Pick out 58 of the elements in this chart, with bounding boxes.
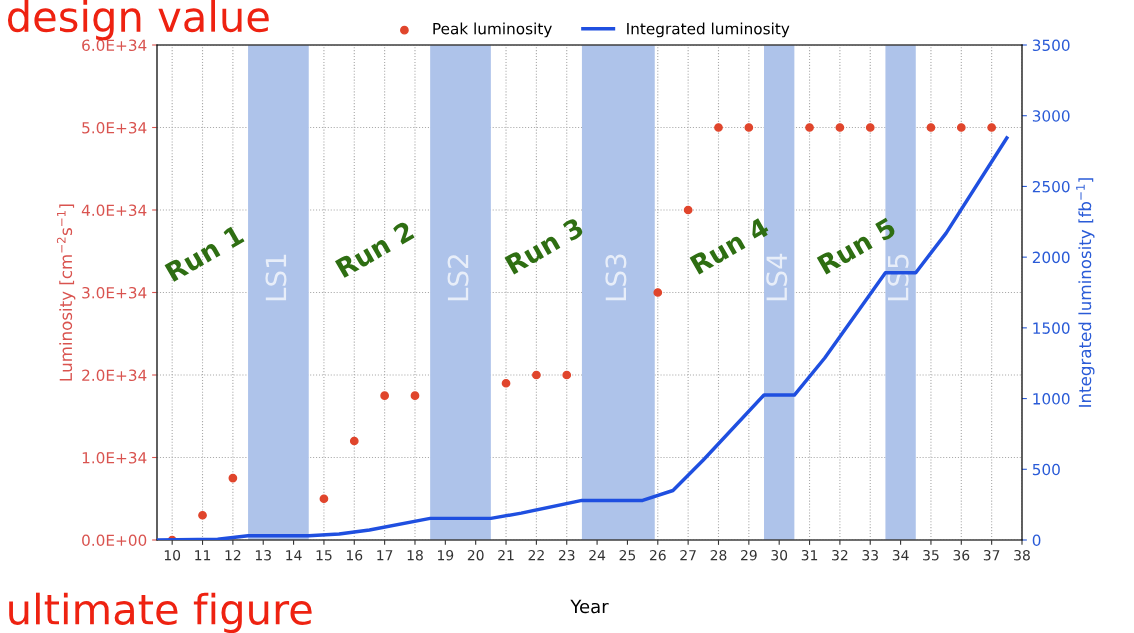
y2-tick-label: 0	[1032, 534, 1041, 547]
legend-label: Peak luminosity	[433, 22, 552, 38]
x-tick-label: 33	[862, 549, 878, 561]
y2-tick-label: 1500	[1033, 322, 1070, 334]
y2-tick-label: 500	[1032, 463, 1060, 476]
x-tick-label: 31	[801, 549, 818, 561]
x-tick-label: 30	[771, 549, 788, 561]
x-tick-label: 26	[649, 549, 666, 561]
y-tick-label: 5.0E+34	[82, 121, 147, 134]
x-tick-label: 24	[589, 549, 606, 561]
x-tick-label: 37	[983, 549, 1000, 561]
x-tick-label: 12	[225, 549, 241, 561]
x-tick-label: 22	[528, 549, 544, 561]
x-tick-label: 29	[741, 549, 757, 561]
band-label: LS1	[265, 254, 287, 301]
y-axis-title: Luminosity [cm$^{−2}$s$^{−1}$]	[56, 204, 76, 381]
band-label: LS4	[766, 253, 788, 301]
text: ultimate figure	[9, 592, 312, 633]
x-tick-label: 38	[1014, 549, 1030, 561]
annotation: Run 1	[164, 224, 245, 283]
x-tick-label: 21	[498, 549, 514, 561]
x-tick-label: 15	[316, 550, 332, 561]
x-tick-label: 10	[164, 549, 181, 561]
legend-label: Integrated luminosity	[627, 22, 790, 38]
x-tick-label: 35	[923, 549, 939, 561]
y2-tick-label: 2500	[1032, 180, 1070, 193]
x-tick-label: 20	[467, 549, 484, 561]
x-tick-label: 18	[407, 549, 423, 561]
x-tick-label: 16	[346, 549, 363, 561]
x-tick-label: 36	[953, 549, 970, 561]
x-axis-title: Year	[570, 599, 609, 614]
y2-tick-label: 1000	[1033, 393, 1070, 405]
x-tick-label: 13	[255, 549, 271, 561]
y2-tick-label: 3500	[1032, 39, 1070, 52]
x-tick-label: 25	[619, 549, 636, 561]
x-tick-label: 11	[195, 550, 211, 561]
text: design value	[7, 0, 269, 41]
y2-axis-title: Integrated luminosity [fb$^{−1}$]	[1076, 178, 1095, 407]
y-tick-label: 3.0E+34	[82, 286, 147, 299]
annotation: Run 2	[334, 220, 415, 279]
x-tick-label: 14	[286, 550, 302, 561]
band-label: LS3	[605, 254, 627, 301]
x-tick-label: 28	[710, 549, 727, 561]
y-tick-label: 0.0E+00	[82, 534, 147, 547]
annotation: Run 3	[504, 216, 585, 275]
band-label: LS2	[447, 255, 469, 301]
x-tick-label: 23	[558, 549, 575, 561]
y-tick-label: 1.0E+34	[82, 451, 147, 464]
y-tick-label: 2.0E+34	[82, 369, 147, 382]
x-tick-label: 17	[377, 550, 393, 561]
y2-tick-label: 2000	[1032, 251, 1070, 264]
y-tick-label: 4.0E+34	[81, 204, 147, 217]
x-tick-label: 19	[438, 549, 454, 561]
x-tick-label: 34	[892, 549, 909, 561]
y-tick-label: 6.0E+34	[82, 39, 147, 52]
x-tick-label: 27	[680, 549, 696, 561]
x-tick-label: 32	[832, 549, 848, 561]
y2-tick-label: 3000	[1032, 110, 1070, 122]
